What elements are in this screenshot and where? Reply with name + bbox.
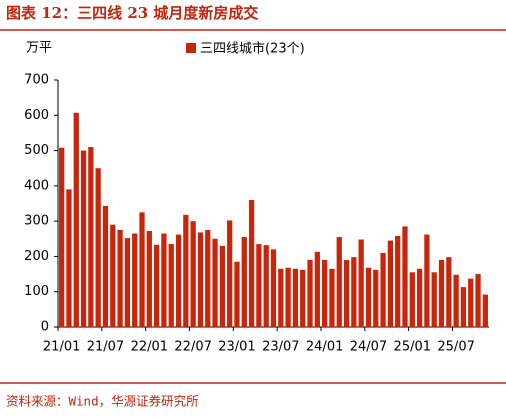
x-tick-label: 22/01 — [131, 340, 168, 355]
y-tick-label: 200 — [24, 249, 49, 264]
bar — [270, 249, 277, 327]
bar — [351, 257, 357, 327]
bar — [431, 272, 437, 327]
bar — [73, 112, 79, 328]
y-tick-label: 100 — [24, 284, 49, 299]
bar — [59, 147, 65, 327]
bar — [95, 168, 101, 327]
bar — [365, 267, 372, 327]
x-tick-label: 24/07 — [350, 340, 387, 355]
bar — [132, 233, 138, 327]
x-tick-label: 25/07 — [437, 340, 474, 355]
bar — [373, 269, 379, 327]
bar — [139, 212, 145, 327]
bar — [424, 234, 430, 327]
bar — [300, 269, 306, 327]
y-tick-label: 400 — [24, 178, 49, 193]
bar — [197, 232, 204, 327]
x-tick-label: 22/07 — [174, 340, 211, 355]
legend-label: 三四线城市(23个) — [200, 41, 305, 57]
y-tick-label: 600 — [24, 108, 49, 123]
bar — [161, 233, 167, 327]
bar — [248, 199, 255, 327]
source: 资料来源：Wind，华源证券研究所 — [6, 394, 199, 409]
bar — [117, 229, 123, 327]
legend-swatch — [186, 43, 196, 53]
bar — [416, 268, 423, 327]
bar — [234, 261, 240, 327]
bar — [329, 268, 335, 327]
bar — [168, 244, 174, 327]
x-tick-label: 23/07 — [262, 340, 299, 355]
bar — [227, 220, 233, 327]
bar — [190, 221, 196, 327]
bar — [387, 240, 394, 327]
bar — [88, 147, 94, 327]
bar — [205, 229, 211, 327]
bar — [110, 224, 116, 327]
x-tick-label: 21/07 — [87, 340, 124, 355]
bar — [475, 274, 481, 327]
x-tick-label: 23/01 — [218, 340, 255, 355]
bar — [307, 259, 313, 327]
bar — [395, 235, 401, 327]
bar — [212, 238, 218, 327]
bar — [438, 259, 445, 327]
y-tick-label: 700 — [24, 73, 49, 88]
bar — [153, 244, 160, 327]
bar — [124, 238, 131, 327]
y-tick-label: 500 — [24, 143, 49, 158]
bar — [343, 259, 350, 327]
bar — [460, 287, 467, 327]
x-tick-label: 25/01 — [394, 340, 431, 355]
y-tick-label: 300 — [24, 214, 49, 229]
bar — [446, 257, 452, 327]
bar — [183, 214, 189, 327]
bar — [409, 272, 415, 327]
y-unit: 万平 — [26, 41, 52, 56]
bar — [336, 237, 342, 327]
bar — [256, 244, 262, 327]
bar — [380, 252, 386, 327]
bar — [402, 226, 408, 327]
bar — [322, 259, 328, 327]
bar — [285, 267, 291, 327]
bar — [175, 234, 182, 327]
bar — [80, 150, 87, 327]
bar — [358, 239, 364, 327]
x-tick-label: 24/01 — [306, 340, 343, 355]
bar — [102, 205, 109, 327]
bar — [219, 245, 225, 327]
bar — [453, 274, 459, 327]
bar — [263, 245, 269, 327]
x-tick-label: 21/01 — [43, 340, 80, 355]
bar — [468, 278, 474, 327]
bar — [292, 268, 299, 327]
bar — [66, 189, 72, 327]
bar — [278, 268, 284, 327]
bar — [241, 237, 247, 327]
bar — [146, 231, 152, 327]
y-tick-label: 0 — [41, 320, 49, 335]
bar — [482, 294, 488, 327]
bar — [314, 251, 320, 327]
chart-title: 图表 12：三四线 23 城月度新房成交 — [6, 4, 258, 22]
